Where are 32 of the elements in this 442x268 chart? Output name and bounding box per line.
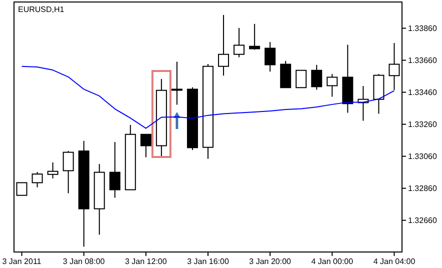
candlestick (109, 142, 120, 198)
candlestick (140, 134, 152, 158)
candlestick (249, 23, 260, 50)
x-tick-label: 4 Jan 00:00 (311, 257, 354, 266)
y-tick-label: 1.32660 (408, 216, 438, 226)
candlestick (311, 64, 322, 90)
candlestick (16, 182, 28, 196)
y-tick-label: 1.33860 (408, 24, 438, 34)
x-tick-label: 3 Jan 08:00 (62, 257, 106, 266)
candlestick (388, 42, 400, 91)
x-tick-label: 3 Jan 2011 (2, 257, 42, 266)
x-tick-label: 3 Jan 12:00 (125, 257, 168, 266)
candlestick (234, 27, 245, 58)
y-tick-label: 1.33060 (408, 152, 438, 162)
candlestick (326, 74, 338, 98)
candlestick (47, 162, 58, 179)
y-tick-label: 1.33460 (408, 88, 438, 98)
y-tick-label: 1.33660 (408, 56, 438, 66)
candlestick (62, 150, 74, 194)
candlestick (171, 61, 182, 106)
x-tick-label: 3 Jan 20:00 (249, 257, 292, 266)
y-tick-label: 1.32860 (408, 184, 438, 194)
candlestick (264, 42, 276, 72)
candlestick (218, 14, 230, 76)
x-tick-label: 3 Jan 16:00 (187, 257, 230, 266)
candlestick (296, 70, 307, 88)
candlestick (32, 171, 43, 188)
x-tick-label: 4 Jan 04:00 (373, 257, 416, 266)
y-tick-label: 1.33260 (408, 120, 438, 130)
chart-title: EURUSD,H1 (18, 5, 65, 14)
candlestick (280, 60, 292, 88)
line-series (21, 66, 395, 129)
